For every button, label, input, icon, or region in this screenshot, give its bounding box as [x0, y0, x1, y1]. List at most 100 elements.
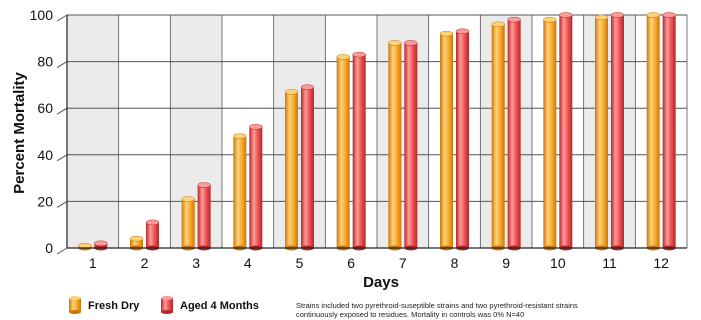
x-tick-label: 8 [451, 255, 459, 271]
x-tick-label: 10 [550, 255, 566, 271]
bar-aged-4-months-day-6 [352, 51, 366, 251]
bar-fresh-dry-day-12 [646, 12, 660, 251]
x-tick-label: 1 [89, 255, 97, 271]
legend-label-aged-4-months: Aged 4 Months [180, 300, 259, 312]
bar-body [404, 42, 418, 249]
bar-cap [646, 12, 660, 18]
bar-body [440, 33, 453, 248]
bar-aged-4-months-day-8 [455, 28, 470, 251]
bar-cap [352, 51, 366, 58]
bar-cap [181, 196, 195, 202]
legend-swatch [161, 298, 173, 312]
bar-cap [404, 40, 418, 46]
axes [66, 15, 687, 249]
legend-swatch [69, 298, 81, 312]
bar-body [336, 56, 350, 248]
bar-body [146, 222, 159, 248]
x-tick-label: 2 [141, 255, 149, 271]
bar-aged-4-months-day-5 [300, 84, 315, 251]
x-axis-title: Days [363, 274, 399, 291]
bar-body [197, 185, 211, 248]
bar-aged-4-months-day-12 [662, 12, 676, 251]
bar-fresh-dry-day-1 [78, 242, 92, 251]
x-tick-label: 7 [399, 255, 407, 271]
legend-label-fresh-dry: Fresh Dry [88, 300, 140, 312]
y-tick-label: 0 [45, 240, 53, 256]
bar-cap [543, 16, 557, 23]
bar-cap [249, 124, 263, 130]
bar-cap [439, 30, 454, 37]
legend-item-fresh-dry [69, 296, 81, 314]
bar-cap [336, 54, 350, 60]
gridline-depth [56, 200, 68, 208]
bar-aged-4-months-day-9 [507, 16, 521, 251]
bar-aged-4-months-day-4 [249, 124, 263, 251]
bar-fresh-dry-day-8 [439, 30, 454, 251]
bar-aged-4-months-day-11 [610, 12, 625, 251]
legend: Fresh Dry Aged 4 Months [69, 296, 259, 314]
bar-aged-4-months-day-1 [94, 240, 108, 251]
bg-band [67, 15, 119, 248]
x-tick-label: 12 [653, 255, 669, 271]
bar-fresh-dry-day-10 [543, 16, 557, 251]
bar-aged-4-months-day-3 [197, 182, 211, 251]
bar-cap [455, 28, 470, 35]
x-tick-label: 11 [602, 255, 617, 271]
bar-fresh-dry-day-5 [284, 89, 299, 251]
bg-band [170, 15, 222, 248]
gridline-depth [56, 247, 68, 255]
gridline-depth [56, 107, 68, 115]
bar-body [456, 31, 469, 249]
x-tick-label: 5 [296, 255, 304, 271]
gridline-depth [56, 154, 68, 162]
y-tick-label: 100 [30, 7, 54, 23]
bar-fresh-dry-day-3 [181, 196, 195, 251]
bar-cap [594, 14, 609, 21]
bar-body [352, 54, 366, 248]
legend-swatch-cap [69, 296, 81, 300]
y-axis-title: Percent Mortality [11, 71, 28, 193]
gridline-depth [56, 14, 68, 22]
x-tick-label: 4 [244, 255, 252, 271]
bar-cap [94, 240, 108, 247]
bar-aged-4-months-day-7 [404, 40, 418, 251]
bar-cap [197, 182, 211, 188]
bar-body [543, 19, 557, 248]
footnote-line-1: Strains included two pyrethroid-suseptib… [296, 301, 578, 310]
bar-body [491, 24, 505, 248]
bar-fresh-dry-day-6 [336, 54, 350, 251]
legend-swatch-base [69, 310, 81, 314]
bar-cap [662, 12, 676, 18]
bar-body [388, 42, 402, 249]
bar-fresh-dry-day-7 [388, 40, 402, 251]
bar-body [249, 126, 263, 248]
bar-cap [129, 235, 144, 242]
legend-item-aged-4-months [161, 296, 173, 314]
bar-body [646, 15, 660, 248]
bar-aged-4-months-day-2 [145, 219, 160, 251]
y-tick-label: 60 [37, 100, 53, 116]
bar-body [611, 15, 624, 248]
bar-body [301, 87, 314, 248]
background-bands [67, 15, 636, 248]
bar-cap [559, 12, 573, 18]
bar-cap [388, 40, 402, 46]
y-tick-label: 80 [37, 54, 53, 70]
bar-cap [507, 16, 521, 23]
footnote-line-2: continuously exposed to residues. Mortal… [296, 310, 524, 319]
legend-swatch-cap [161, 296, 173, 300]
bar-fresh-dry-day-4 [233, 133, 247, 251]
bar-body [233, 136, 247, 248]
bars [78, 12, 676, 251]
bar-body [130, 238, 143, 248]
bar-body [507, 19, 521, 248]
bg-band [377, 15, 429, 248]
y-tick-label: 40 [37, 147, 53, 163]
bar-body [181, 199, 195, 248]
y-tick-label: 20 [37, 193, 53, 209]
bar-cap [300, 84, 315, 90]
bar-fresh-dry-day-9 [491, 21, 505, 251]
bar-body [285, 91, 298, 248]
